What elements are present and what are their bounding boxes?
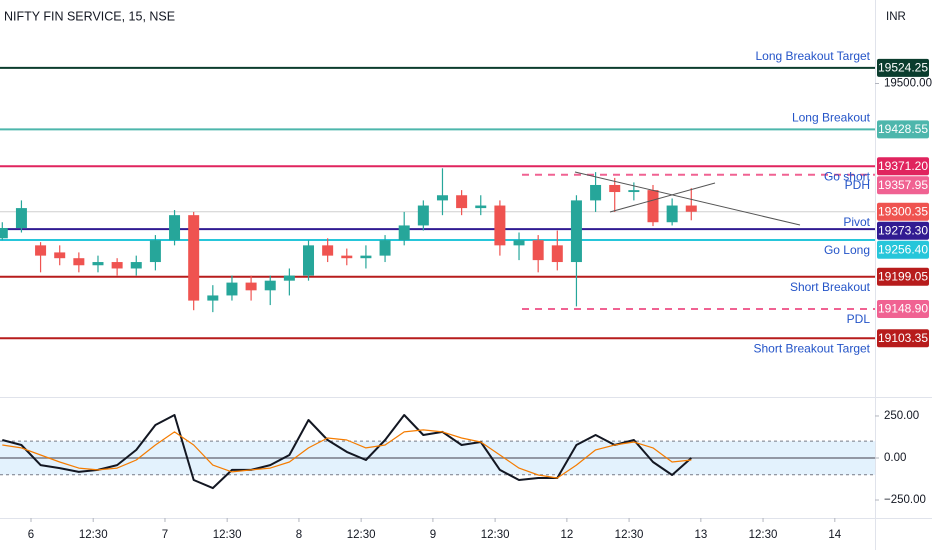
- level-value: 19273.30: [878, 223, 928, 237]
- candle-body: [475, 205, 487, 209]
- level-value: 19148.90: [878, 302, 928, 316]
- candle-body: [341, 255, 353, 259]
- level-value: 19103.35: [878, 331, 928, 345]
- candle-body: [303, 245, 315, 276]
- candle-body: [532, 240, 544, 261]
- oscillator-line: [2, 414, 692, 490]
- y-tick-label: 0.00: [884, 452, 906, 464]
- candle-body: [322, 245, 334, 256]
- x-tick-label: 12:30: [213, 529, 242, 541]
- y-tick-label: −250.00: [884, 494, 926, 506]
- oscillator-line: [2, 429, 692, 479]
- level-value-box: [877, 267, 929, 286]
- candle-body: [73, 258, 85, 266]
- candle-body: [283, 275, 295, 281]
- x-tick-label: 6: [28, 529, 34, 541]
- candle-body: [456, 195, 468, 209]
- candle-body: [628, 190, 640, 193]
- x-tick-label: 12:30: [615, 529, 644, 541]
- candle-body: [111, 262, 123, 269]
- oscillator: [0, 414, 875, 490]
- level-value: 19357.95: [878, 178, 928, 192]
- candle-body: [417, 205, 429, 226]
- candle-body: [245, 282, 257, 291]
- candle-body: [169, 215, 181, 241]
- candle-body: [494, 205, 506, 246]
- candle-body: [226, 282, 238, 296]
- level-value-box: [877, 221, 929, 240]
- level-label: Long Breakout: [792, 111, 871, 125]
- candle-body: [92, 262, 104, 266]
- candle-body: [207, 295, 219, 301]
- candle-body: [551, 245, 563, 263]
- candle-body: [647, 190, 659, 223]
- candle-body: [398, 225, 410, 241]
- level-value-box: [877, 58, 929, 77]
- level-label: Go short: [824, 169, 871, 183]
- level-value: 19199.05: [878, 269, 928, 283]
- candle-body: [685, 205, 697, 212]
- level-label: Go Long: [824, 243, 870, 257]
- candle-body: [513, 240, 525, 246]
- candle-body: [149, 240, 161, 263]
- level-label: PDH: [845, 178, 870, 192]
- x-tick-label: 14: [828, 529, 841, 541]
- level-value-box: [877, 240, 929, 259]
- x-tick-label: 13: [694, 529, 707, 541]
- candle-body: [54, 252, 66, 259]
- level-label: Long Breakout Target: [755, 49, 870, 63]
- candles: [0, 168, 697, 313]
- trend-line: [574, 171, 801, 226]
- candle-body: [15, 208, 27, 229]
- y-tick-label: 19500.00: [884, 78, 932, 90]
- candle-body: [666, 205, 678, 223]
- level-value: 19428.55: [878, 122, 928, 136]
- candle-body: [590, 184, 602, 201]
- x-tick-label: 12:30: [749, 529, 778, 541]
- x-tick-label: 7: [162, 529, 168, 541]
- level-label: PDL: [847, 312, 871, 326]
- candle-body: [0, 228, 8, 239]
- currency-label: INR: [886, 11, 906, 23]
- candle-body: [130, 262, 142, 269]
- x-tick-label: 9: [430, 529, 436, 541]
- candle-body: [609, 184, 621, 193]
- x-tick-label: 8: [296, 529, 302, 541]
- level-value: 19371.20: [878, 159, 928, 173]
- level-value: 19300.35: [878, 204, 928, 218]
- labels: 250.00 0.00 −250.00 19500.00 6 12:30 7 12:30 8 12…: [28, 49, 932, 541]
- x-tick-label: 12:30: [481, 529, 510, 541]
- y-tick-label: 250.00: [884, 410, 919, 422]
- x-tick-label: 12:30: [79, 529, 108, 541]
- level-value-box: [877, 202, 929, 221]
- trend-line: [609, 182, 716, 213]
- level-value: 19256.40: [878, 242, 928, 256]
- level-value-box: [877, 329, 929, 348]
- candle-body: [360, 255, 372, 259]
- level-value-box: [877, 176, 929, 195]
- level-value-box: [877, 157, 929, 176]
- candle-body: [379, 240, 391, 256]
- level-value-box: [877, 120, 929, 139]
- candle-body: [570, 200, 582, 263]
- x-tick-label: 12: [560, 529, 573, 541]
- candle-body: [264, 280, 276, 291]
- level-value: 19524.25: [878, 61, 928, 75]
- level-value-box: [877, 299, 929, 318]
- x-tick-label: 12:30: [347, 529, 376, 541]
- chart-title: NIFTY FIN SERVICE, 15, NSE: [4, 9, 175, 23]
- candle-body: [35, 245, 47, 256]
- levels: [0, 66, 875, 340]
- level-label: Short Breakout Target: [753, 341, 870, 355]
- candle-body: [188, 215, 200, 301]
- candle-body: [436, 195, 448, 201]
- level-label: Pivot: [843, 215, 870, 229]
- level-label: Short Breakout: [790, 280, 871, 294]
